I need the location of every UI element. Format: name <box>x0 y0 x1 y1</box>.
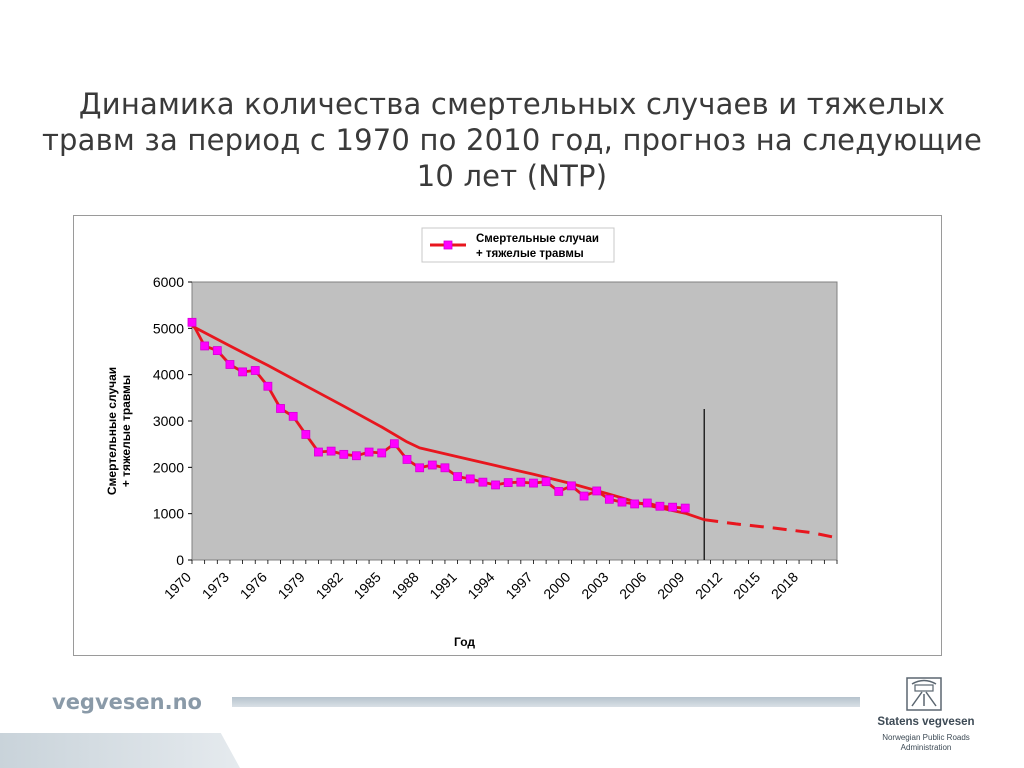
data-point-marker <box>339 449 349 459</box>
data-point-marker <box>263 381 273 391</box>
forecast-line <box>704 518 838 540</box>
footer-bar-left <box>0 733 240 768</box>
x-tick-label: 1997 <box>502 569 535 602</box>
x-tick-label: 1970 <box>161 569 194 602</box>
data-point-marker <box>352 451 361 461</box>
data-point-marker <box>655 501 665 511</box>
y-tick-label: 3000 <box>153 413 184 429</box>
y-tick-label: 4000 <box>153 367 184 383</box>
org-sub-line-1: Norwegian Public Roads <box>882 733 970 742</box>
data-point-marker <box>402 455 412 464</box>
data-point-marker <box>554 487 564 496</box>
org-sub-line-2: Administration <box>900 743 952 752</box>
data-point-marker <box>440 463 450 473</box>
data-point-marker <box>276 404 285 413</box>
data-point-marker <box>427 460 437 470</box>
x-tick-label: 2000 <box>540 569 573 602</box>
x-tick-label: 2012 <box>692 569 725 602</box>
title-line-3: 10 лет (NTP) <box>416 159 608 193</box>
x-tick-label: 2015 <box>730 569 763 602</box>
data-point-marker <box>453 472 462 482</box>
data-point-marker <box>288 411 298 421</box>
y-tick-label: 6000 <box>153 274 184 290</box>
x-tick-label: 1979 <box>275 569 308 602</box>
title-line-1: Динамика количества смертельных случаев … <box>78 87 946 121</box>
data-series-line <box>190 321 686 510</box>
x-tick-label: 2003 <box>578 569 611 602</box>
data-point-marker <box>212 346 222 355</box>
data-point-marker <box>680 503 690 513</box>
data-point-marker <box>592 486 602 496</box>
org-name: Statens vegvesen <box>877 716 975 728</box>
data-point-marker <box>529 478 538 488</box>
trend-line <box>191 324 705 522</box>
x-tick-label: 2018 <box>768 569 801 602</box>
data-point-marker <box>389 439 399 449</box>
y-tick-label: 0 <box>176 552 184 568</box>
x-tick-label: 2006 <box>616 569 649 602</box>
data-point-marker <box>377 448 387 458</box>
legend-label-line: Смертельные случаи <box>476 233 599 245</box>
data-point-marker <box>364 447 374 457</box>
road-emblem-icon <box>906 677 942 711</box>
data-point-marker <box>541 477 551 487</box>
y-tick-label: 5000 <box>153 320 184 336</box>
x-tick-label: 1994 <box>464 569 497 602</box>
data-point-marker <box>200 341 210 351</box>
y-tick-label: 1000 <box>153 506 184 522</box>
org-subtitle: Norwegian Public Roads Administration <box>870 733 982 753</box>
statens-vegvesen-logo: Statens vegvesen Norwegian Public Roads … <box>870 676 990 766</box>
data-point-marker <box>630 499 640 509</box>
legend-label-line: + тяжелые травмы <box>476 248 584 260</box>
data-point-marker <box>415 463 425 473</box>
data-point-marker <box>465 474 475 484</box>
data-point-marker <box>478 477 488 487</box>
plot-area <box>191 281 838 561</box>
y-axis-label-line: Смертельные случаи <box>105 367 119 495</box>
chart-frame: 0 1000 2000 3000 4000 5000 6000 1970 1973 1976 197… <box>73 215 942 656</box>
data-point-marker <box>503 478 513 488</box>
x-axis-label: Год <box>454 635 475 649</box>
x-tick-label: 1985 <box>350 569 383 602</box>
data-point-marker <box>301 430 311 439</box>
data-point-marker <box>567 481 576 491</box>
data-point-marker <box>326 446 336 456</box>
x-tick-label: 1991 <box>426 569 459 602</box>
data-point-marker <box>491 480 500 490</box>
data-point-marker <box>225 360 235 369</box>
data-point-marker <box>238 367 247 377</box>
data-point-marker <box>642 498 652 508</box>
x-tick-label: 1988 <box>388 569 421 602</box>
x-tick-label: 1976 <box>237 569 270 602</box>
data-point-marker <box>604 494 614 504</box>
data-point-marker <box>250 366 260 375</box>
y-tick-label: 2000 <box>153 459 184 475</box>
y-axis-label-line: + тяжелые травмы <box>119 375 133 487</box>
data-point-marker <box>617 497 627 507</box>
data-point-marker <box>668 502 677 512</box>
x-tick-label: 1982 <box>313 569 346 602</box>
data-point-marker <box>187 317 197 327</box>
footer-bar-right <box>232 697 860 707</box>
data-point-marker <box>579 491 589 501</box>
x-tick-label: 1973 <box>199 569 232 602</box>
title-line-2: травм за период с 1970 по 2010 год, прог… <box>41 123 983 157</box>
slide-title: Динамика количества смертельных случаев … <box>40 86 984 194</box>
line-chart: 0 1000 2000 3000 4000 5000 6000 1970 1973 1976 197… <box>105 227 838 649</box>
data-point-marker <box>516 477 526 487</box>
site-logo-text[interactable]: vegvesen.no <box>52 690 202 714</box>
x-tick-label: 2009 <box>654 569 687 602</box>
legend-marker-swatch <box>443 240 453 250</box>
data-point-marker <box>314 447 323 457</box>
